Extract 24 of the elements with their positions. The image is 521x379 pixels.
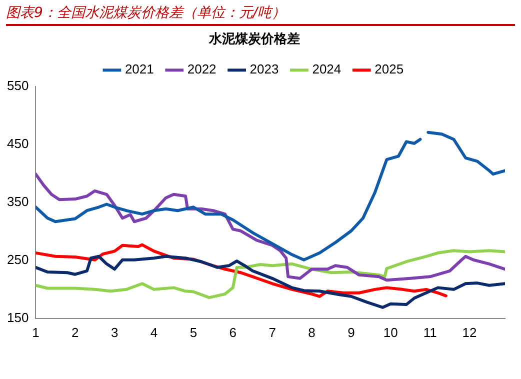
legend-label: 2025 [374,62,404,77]
x-tick-label: 8 [308,324,316,340]
y-tick-label: 350 [6,194,29,210]
legend-label: 2022 [187,62,216,77]
x-tick-label: 6 [229,324,236,340]
x-tick-label: 7 [268,324,276,340]
x-tick-label: 5 [190,324,198,340]
x-tick-label: 3 [110,324,118,340]
x-tick-label: 10 [383,324,398,340]
y-tick-label: 450 [6,136,29,152]
x-tick-label: 9 [348,324,355,340]
x-tick-label: 2 [72,324,79,340]
y-tick-label: 550 [6,78,29,94]
x-tick-label: 12 [462,324,477,340]
x-tick-label: 1 [32,324,40,340]
x-tick-label: 4 [150,324,158,340]
chart-title: 图表9：全国水泥煤炭价格差（单位：元/吨） [6,2,515,26]
x-tick-label: 11 [423,324,437,340]
legend-label: 2024 [312,62,342,77]
legend-label: 2023 [250,62,279,77]
y-tick-label: 250 [6,252,29,268]
chart-subtitle: 水泥煤炭价格差 [208,32,300,48]
y-tick-label: 150 [6,310,29,325]
legend-label: 2021 [124,62,154,77]
